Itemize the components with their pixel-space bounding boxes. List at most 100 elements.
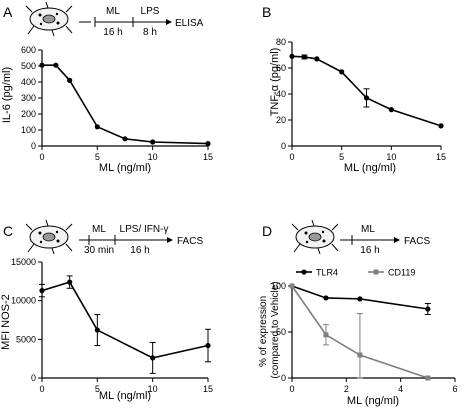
x-tick-label: 2 — [344, 384, 349, 394]
y-tick-label: 100 — [271, 281, 286, 291]
plot-area-c: 0 5000 10000 15000 0 5 10 15 — [11, 257, 213, 394]
data-point — [94, 327, 100, 333]
x-tick-label: 4 — [398, 384, 403, 394]
y-axis-label: % of expression (compared to Vehicle) — [258, 281, 281, 378]
x-tick-label: 5 — [95, 384, 100, 394]
data-point — [67, 77, 73, 83]
panel-d: D ML 16 h FACS % of expression (compared… — [258, 219, 458, 407]
y-axis-label-line: (compared to Vehicle) — [270, 281, 281, 378]
schematic-time: 8 h — [143, 27, 157, 38]
schematic-c: ML 30 min LPS/ IFN-γ 16 h FACS — [25, 219, 203, 256]
data-point — [388, 107, 394, 113]
x-tick-label: 0 — [39, 384, 44, 394]
schematic-step: LPS — [141, 6, 160, 17]
schematic-time: 16 h — [130, 245, 149, 256]
x-tick-label: 10 — [386, 152, 396, 162]
panel-c: C ML 30 min LPS/ IFN-γ 16 h FACS MFI NOS… — [0, 219, 213, 402]
data-point — [94, 124, 100, 130]
x-tick-label: 10 — [148, 152, 158, 162]
x-tick-label: 10 — [148, 384, 158, 394]
data-point — [425, 306, 431, 312]
panel-label-a: A — [3, 4, 13, 20]
x-tick-label: 6 — [452, 384, 457, 394]
x-tick-label: 0 — [39, 152, 44, 162]
schematic-readout: ELISA — [175, 18, 204, 29]
y-tick-label: 600 — [21, 45, 36, 55]
schematic-step: ML — [106, 6, 120, 17]
y-tick-label: 500 — [21, 61, 36, 71]
data-point — [205, 342, 211, 349]
series-line — [291, 285, 429, 379]
y-tick-label: 300 — [21, 93, 36, 103]
plot-area-d: 0 50 100 0 2 4 6 TLR4 CD119 — [271, 268, 458, 395]
legend-label: TLR4 — [316, 268, 338, 278]
y-tick-label: 20 — [276, 115, 286, 125]
schematic-a: ML 16 h LPS 8 h ELISA — [25, 1, 204, 38]
data-point — [122, 136, 128, 142]
plot-area-a: 0 100 200 300 400 500 600 0 5 10 15 — [21, 45, 213, 162]
legend-marker — [373, 269, 379, 275]
x-axis-label: ML (ng/ml) — [99, 162, 151, 174]
plot-area-b: 0 20 40 60 80 0 5 10 15 — [276, 37, 446, 162]
panel-a: A ML 16 h LPS 8 h ELISA IL-6 (pg/ml) ML … — [1, 1, 213, 174]
y-tick-label: 0 — [31, 373, 36, 383]
data-point — [39, 62, 45, 68]
data-point — [205, 141, 211, 147]
y-tick-label: 400 — [21, 77, 36, 87]
data-point — [363, 95, 370, 101]
legend-marker — [301, 269, 307, 275]
data-point — [53, 62, 59, 68]
schematic-step: LPS/ IFN-γ — [120, 224, 169, 235]
y-tick-label: 200 — [21, 109, 36, 119]
x-tick-label: 5 — [95, 152, 100, 162]
legend-label: CD119 — [388, 268, 415, 278]
x-tick-label: 0 — [289, 152, 294, 162]
y-tick-label: 80 — [276, 37, 286, 47]
y-axis-label: TNF-α (pg/ml) — [269, 48, 281, 117]
cell-icon — [291, 219, 339, 255]
data-point — [357, 352, 363, 358]
y-tick-label: 50 — [276, 327, 286, 337]
y-tick-label: 0 — [281, 141, 286, 151]
x-axis-label: ML (ng/ml) — [99, 390, 151, 402]
series-line — [42, 64, 209, 145]
schematic-time: 16 h — [360, 245, 379, 256]
panel-label-b: B — [262, 4, 271, 20]
data-point — [301, 54, 308, 60]
data-point — [314, 56, 320, 62]
y-tick-label: 60 — [276, 63, 286, 73]
data-point — [438, 123, 444, 129]
panel-b: B TNF-α (pg/ml) ML (ng/ml) 0 20 40 60 80 0 5 10… — [262, 4, 446, 174]
y-tick-label: 0 — [31, 141, 36, 151]
data-point — [323, 295, 329, 301]
data-point — [150, 355, 156, 361]
data-point — [339, 69, 345, 75]
data-point — [289, 283, 295, 289]
x-tick-label: 15 — [203, 152, 213, 162]
data-point — [323, 332, 329, 338]
schematic-d: ML 16 h FACS — [291, 219, 430, 256]
cell-icon — [25, 219, 73, 255]
x-tick-label: 15 — [436, 152, 446, 162]
schematic-readout: FACS — [404, 236, 430, 247]
panel-label-d: D — [262, 223, 272, 239]
data-point — [357, 296, 363, 302]
y-tick-label: 100 — [21, 125, 36, 135]
y-axis-label: IL-6 (pg/ml) — [1, 67, 13, 123]
y-tick-label: 15000 — [11, 257, 36, 267]
panel-label-c: C — [3, 223, 13, 239]
series-line — [291, 285, 428, 310]
x-axis-label: ML (ng/ml) — [344, 162, 396, 174]
data-point — [289, 53, 295, 59]
y-tick-label: 10000 — [11, 296, 36, 306]
y-axis-label: MFI NOS-2 — [0, 294, 12, 350]
series-line — [41, 281, 209, 359]
y-axis-label-line: % of expression — [258, 296, 269, 367]
schematic-time: 30 min — [84, 245, 114, 256]
data-point — [67, 279, 73, 285]
schematic-readout: FACS — [177, 236, 203, 247]
x-tick-label: 5 — [339, 152, 344, 162]
y-tick-label: 5000 — [16, 334, 36, 344]
schematic-step: ML — [361, 224, 375, 235]
